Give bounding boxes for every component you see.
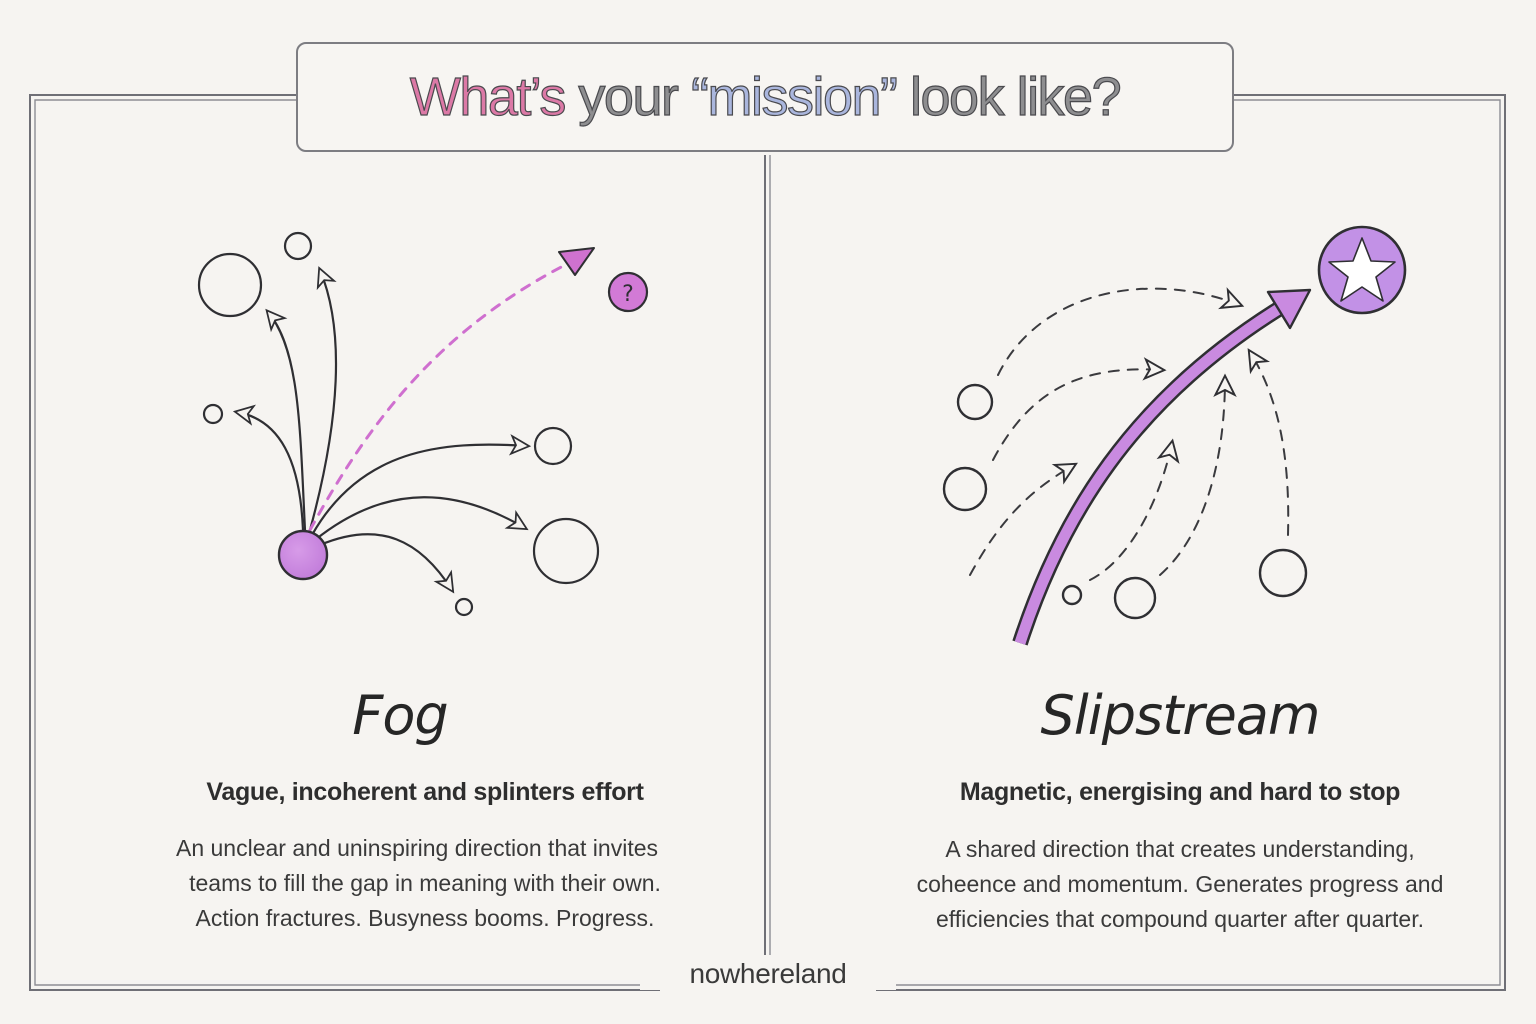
fog-circle-large-top [197, 252, 263, 318]
slipstream-description: A shared direction that creates understa… [855, 832, 1505, 937]
svg-text:?: ? [622, 282, 634, 307]
fog-circle-tiny-left [202, 403, 224, 425]
fog-circle-mid-right [533, 426, 573, 466]
slip-dashed-1 [997, 287, 1245, 376]
fog-description-line-1: An unclear and uninspiring direction tha… [175, 835, 658, 861]
fog-arrow-6 [318, 533, 455, 594]
title-part-mission: “mission” [690, 66, 898, 127]
star-icon [1317, 225, 1407, 315]
slip-circle-3 [1061, 584, 1083, 606]
fog-circle-small-top [283, 231, 313, 261]
fog-arrow-5 [313, 496, 529, 542]
title-part-your: your [564, 66, 691, 127]
fog-triangle-icon [558, 247, 595, 276]
fog-arrow-1 [265, 308, 307, 532]
slipstream-description-line-3: efficiencies that compound quarter after… [936, 906, 1424, 932]
title-box: What’s your “mission” look like? [296, 42, 1234, 152]
slipstream-subtitle: Magnetic, energising and hard to stop [959, 778, 1401, 806]
page-title: What’s your “mission” look like? [409, 66, 1122, 128]
slip-dashed-3 [969, 462, 1078, 576]
slipstream-diagram [942, 225, 1407, 646]
fog-dashed-path [308, 263, 567, 532]
slipstream-title: Slipstream [1040, 684, 1321, 747]
slipstream-description-line-2: coheence and momentum. Generates progres… [916, 871, 1444, 897]
fog-title: Fog [352, 684, 448, 747]
slip-circle-1 [956, 383, 994, 421]
fog-circle-tiny-bottom [454, 597, 474, 617]
brand-logo-text: nowhereland [640, 958, 896, 990]
fog-arrow-4 [310, 434, 532, 537]
slip-dashed-2 [992, 357, 1167, 461]
slipstream-description-line-1: A shared direction that creates understa… [945, 836, 1415, 862]
title-part-whats: What’s [409, 66, 567, 127]
slip-circle-5 [1258, 548, 1308, 598]
fog-description: An unclear and uninspiring direction tha… [100, 831, 750, 936]
slip-dashed-5 [1159, 373, 1237, 576]
fog-subtitle: Vague, incoherent and splinters effort [206, 778, 644, 806]
fog-circle-large-right [532, 517, 600, 585]
fog-diagram: ? [197, 231, 649, 617]
slip-dashed-6 [1247, 348, 1290, 536]
fog-arrow-3 [232, 404, 305, 532]
fog-description-line-2: teams to fill the gap in meaning with th… [189, 870, 661, 896]
slip-dashed-4 [1089, 438, 1180, 581]
question-mark-icon: ? [607, 271, 649, 313]
slipstream-main-arrow [1012, 288, 1312, 646]
fog-origin-hub [277, 529, 329, 581]
title-part-look-like: look like? [896, 66, 1122, 127]
fog-description-line-3: Action fractures. Busyness booms. Progre… [195, 905, 655, 931]
slip-circle-4 [1113, 576, 1157, 620]
slip-circle-2 [942, 466, 988, 512]
fog-arrow-2 [308, 266, 338, 532]
